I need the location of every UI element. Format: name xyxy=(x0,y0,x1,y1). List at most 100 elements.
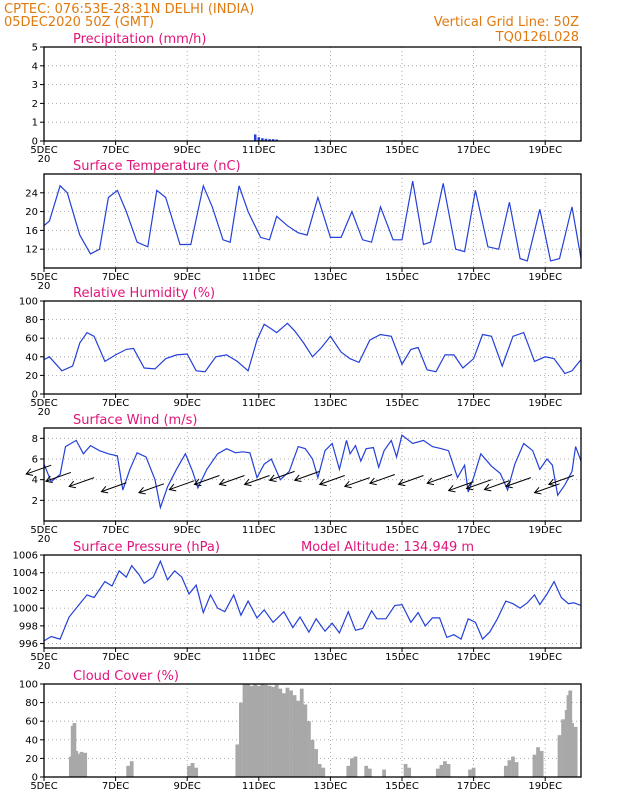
y-tick-label: 4 xyxy=(32,475,38,486)
y-tick-label: 80 xyxy=(25,698,38,709)
bar xyxy=(292,695,297,777)
panel-frame xyxy=(43,173,582,269)
bar xyxy=(539,750,544,777)
x-tick-label: 9DEC xyxy=(174,652,201,663)
wind-arrow xyxy=(219,475,245,485)
y-tick-label: 12 xyxy=(25,245,38,256)
x-tick-label: 15DEC xyxy=(385,652,419,663)
wind-arrowhead xyxy=(465,482,474,491)
y-tick-label: 4 xyxy=(32,61,38,72)
x-tick-label: 19DEC xyxy=(528,272,562,283)
x-tick-label: 17DEC xyxy=(457,272,491,283)
x-tick-label: 15DEC xyxy=(385,525,419,536)
panel-temperature: 12 16 20 24 5DEC 7DEC 9DEC 11DEC 13DEC 15DEC 17DEC… xyxy=(25,159,582,292)
wind-arrowhead xyxy=(397,478,406,487)
x-tick-label: 19DEC xyxy=(528,525,562,536)
y-tick-label: 100 xyxy=(19,680,38,691)
y-tick-label: 100 xyxy=(19,297,38,308)
panel-title: Surface Temperature (nC) xyxy=(73,159,241,174)
wind-arrow xyxy=(505,477,532,487)
bar xyxy=(239,702,243,777)
wind-arrowhead xyxy=(293,474,302,483)
x-tick-label: 5DEC xyxy=(30,145,57,156)
wind-arrowhead xyxy=(168,483,177,492)
bar xyxy=(350,758,354,777)
x-tick-label: 9DEC xyxy=(174,525,201,536)
wind-arrow xyxy=(169,480,195,491)
bar xyxy=(573,726,578,777)
wind-arrowhead xyxy=(25,468,34,476)
wind-arrow xyxy=(344,477,370,487)
bar xyxy=(514,762,519,777)
x-tick-label: 7DEC xyxy=(102,781,129,792)
series-line xyxy=(43,559,582,642)
bar xyxy=(299,688,304,777)
series-line xyxy=(43,322,582,375)
x-tick-label: 7DEC xyxy=(102,272,129,283)
header-grid-line: Vertical Grid Line: 50Z xyxy=(434,15,579,30)
y-tick-label: 20 xyxy=(25,371,38,382)
x-tick-label: 15DEC xyxy=(385,272,419,283)
wind-arrowhead xyxy=(138,487,146,495)
x-tick-label: 13DEC xyxy=(314,272,348,283)
x-year-fragment: 20 xyxy=(38,154,51,165)
bar xyxy=(79,751,84,777)
y-tick-label: 40 xyxy=(25,735,38,746)
x-tick-label: 19DEC xyxy=(528,781,562,792)
bar xyxy=(260,684,265,777)
panel-precipitation: 0 1 2 3 4 5 5DEC 7DEC 9DEC 11DEC 13DEC 15DEC 17DEC 19… xyxy=(30,32,582,165)
y-tick-label: 1004 xyxy=(13,568,38,579)
bar xyxy=(317,763,322,777)
bar xyxy=(289,690,293,777)
bar xyxy=(257,137,261,141)
bar xyxy=(253,134,257,141)
bar xyxy=(235,744,240,777)
x-tick-label: 17DEC xyxy=(457,398,491,409)
x-tick-label: 11DEC xyxy=(242,652,276,663)
x-tick-label: 5DEC xyxy=(30,525,57,536)
panel-cloud: 0 20 40 60 80 100 5DEC 7DEC 9DEC 11DEC 13DEC 15DEC 1… xyxy=(19,669,582,792)
panel-frame xyxy=(43,427,582,522)
x-tick-label: 9DEC xyxy=(174,145,201,156)
wind-arrowhead xyxy=(343,480,352,489)
x-tick-label: 17DEC xyxy=(457,525,491,536)
wind-arrow xyxy=(369,474,396,484)
panel-title: Relative Humidity (%) xyxy=(73,286,215,301)
bar xyxy=(267,685,272,777)
bar xyxy=(271,139,275,141)
x-tick-label: 15DEC xyxy=(385,781,419,792)
y-tick-label: 16 xyxy=(25,226,38,237)
bar xyxy=(275,139,278,141)
wind-arrow xyxy=(194,475,220,485)
y-tick-label: 6 xyxy=(32,455,38,466)
x-tick-label: 19DEC xyxy=(528,398,562,409)
wind-arrowhead xyxy=(426,477,435,486)
bar xyxy=(72,723,77,777)
bar xyxy=(285,687,290,777)
y-tick-label: 996 xyxy=(19,639,38,650)
wind-arrow xyxy=(466,479,492,489)
header-model-code: TQ0126L028 xyxy=(495,30,579,45)
x-tick-label: 7DEC xyxy=(102,398,129,409)
x-tick-label: 17DEC xyxy=(457,145,491,156)
x-year-fragment: 20 xyxy=(38,534,51,545)
header-location: CPTEC: 076:53E-28:31N DELHI (INDIA) xyxy=(4,2,254,17)
x-tick-label: 15DEC xyxy=(385,398,419,409)
bar xyxy=(382,769,386,777)
y-tick-label: 0 xyxy=(32,773,38,784)
bar xyxy=(439,764,444,777)
panel-frame xyxy=(43,46,582,142)
wind-arrow xyxy=(269,470,295,481)
x-tick-label: 13DEC xyxy=(314,398,348,409)
panel-title: Surface Wind (m/s) xyxy=(73,413,197,428)
wind-arrow xyxy=(484,480,510,491)
x-tick-label: 17DEC xyxy=(457,781,491,792)
x-tick-label: 15DEC xyxy=(385,145,419,156)
bar xyxy=(403,763,408,777)
bar xyxy=(532,754,537,777)
x-tick-label: 7DEC xyxy=(102,145,129,156)
panel-title: Surface Pressure (hPa) xyxy=(73,540,220,555)
bar xyxy=(561,719,565,777)
